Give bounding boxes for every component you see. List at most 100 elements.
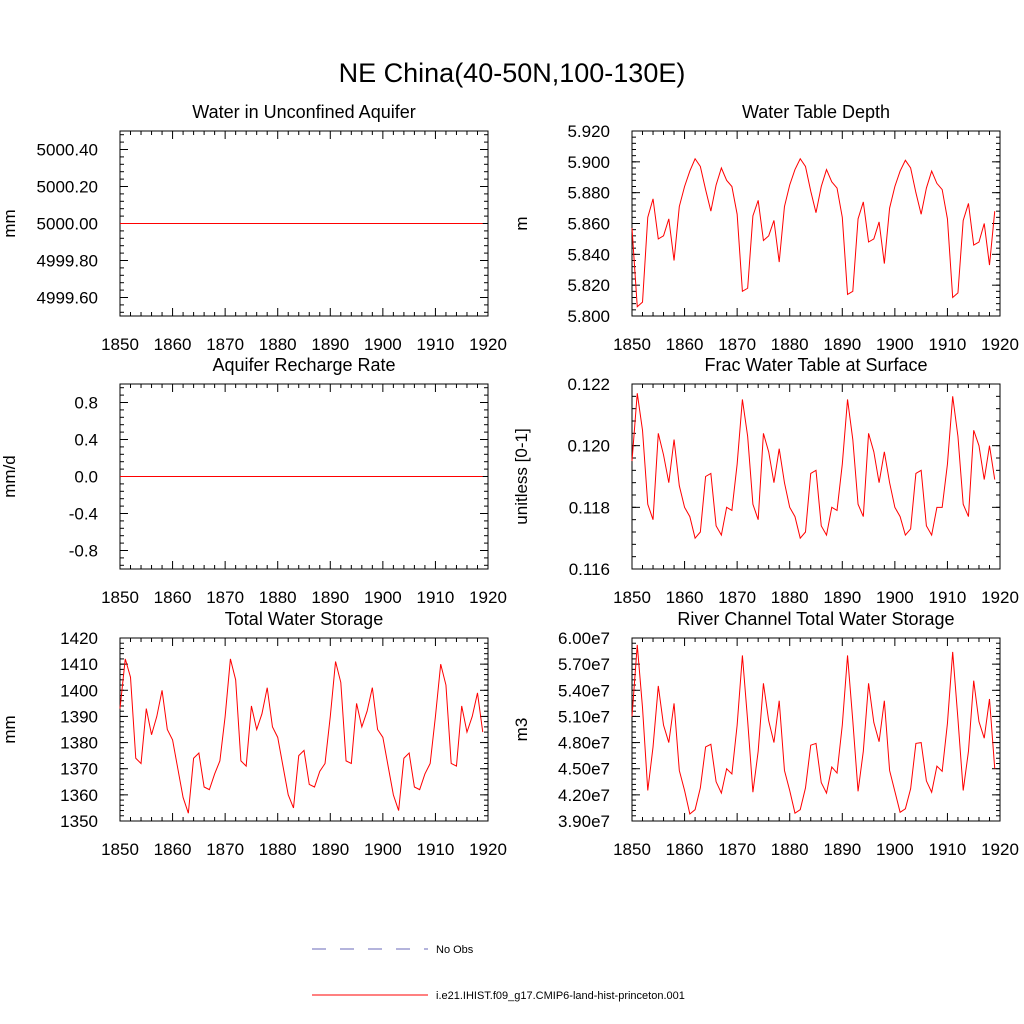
y-tick-label: 1360: [60, 786, 98, 805]
x-tick-label: 1880: [771, 840, 809, 859]
plot-frame: [631, 130, 1001, 317]
x-tick-label: 1910: [929, 840, 967, 859]
x-tick-label: 1920: [469, 335, 507, 354]
y-tick-label: 1400: [60, 681, 98, 700]
x-tick-label: 1910: [417, 840, 455, 859]
x-tick-label: 1850: [101, 335, 139, 354]
x-tick-label: 1870: [718, 588, 756, 607]
x-tick-label: 1900: [876, 840, 914, 859]
y-tick-label: 1370: [60, 760, 98, 779]
series-line: [631, 157, 996, 308]
panel-title: Total Water Storage: [225, 609, 383, 629]
y-tick-label: 5.900: [567, 153, 610, 172]
x-tick-label: 1900: [876, 335, 914, 354]
x-tick-label: 1880: [259, 588, 297, 607]
y-tick-label: 5.70e7: [558, 655, 610, 674]
y-tick-label: 0.118: [569, 498, 610, 517]
x-tick-label: 1850: [101, 840, 139, 859]
legend-label-model-run: i.e21.IHIST.f09_g17.CMIP6-land-hist-prin…: [436, 990, 685, 1002]
y-tick-label: 1380: [60, 734, 98, 753]
x-tick-label: 1920: [981, 588, 1019, 607]
y-tick-label: -0.4: [69, 505, 98, 524]
y-tick-label: 5.10e7: [558, 707, 610, 726]
y-axis-label: m: [512, 216, 531, 230]
legend: No Obs i.e21.IHIST.f09_g17.CMIP6-land-hi…: [312, 944, 685, 1002]
x-tick-label: 1870: [206, 840, 244, 859]
x-tick-label: 1880: [259, 335, 297, 354]
x-tick-label: 1890: [823, 840, 861, 859]
y-tick-label: 5.880: [567, 184, 610, 203]
x-tick-label: 1880: [771, 588, 809, 607]
y-tick-label: 5.860: [567, 215, 610, 234]
y-tick-label: 4.80e7: [558, 734, 610, 753]
series-line: [119, 658, 484, 814]
y-axis-label: unitless [0-1]: [512, 428, 531, 524]
y-tick-label: 1420: [60, 629, 98, 648]
x-tick-label: 1860: [666, 588, 704, 607]
x-tick-label: 1910: [417, 588, 455, 607]
y-tick-label: 0.116: [569, 560, 610, 579]
x-tick-label: 1860: [666, 335, 704, 354]
x-tick-label: 1870: [718, 840, 756, 859]
x-tick-label: 1900: [364, 588, 402, 607]
x-tick-label: 1850: [101, 588, 139, 607]
panel-title: River Channel Total Water Storage: [677, 609, 954, 629]
x-tick-label: 1880: [771, 335, 809, 354]
x-tick-label: 1860: [154, 588, 192, 607]
panel-title: Water Table Depth: [742, 102, 890, 122]
y-tick-label: 0.8: [74, 394, 98, 413]
panel-4: Frac Water Table at Surface 1850 1860 1870 1…: [512, 355, 1019, 607]
y-tick-label: 0.0: [74, 468, 98, 487]
plot-frame: [119, 637, 489, 822]
x-tick-label: 1880: [259, 840, 297, 859]
y-tick-label: 3.90e7: [558, 812, 610, 831]
x-tick-label: 1920: [981, 840, 1019, 859]
x-tick-label: 1890: [823, 335, 861, 354]
x-tick-label: 1890: [311, 335, 349, 354]
legend-label-no-obs: No Obs: [436, 944, 474, 956]
x-tick-label: 1850: [613, 335, 651, 354]
y-tick-label: 4999.60: [37, 289, 98, 308]
panel-6: River Channel Total Water Storage 1850 186…: [512, 609, 1019, 859]
y-axis-label: mm/d: [0, 455, 19, 498]
y-tick-label: 1390: [60, 707, 98, 726]
y-tick-label: -0.8: [69, 542, 98, 561]
y-axis-label: mm: [0, 209, 19, 237]
figure-title: NE China(40-50N,100-130E): [339, 58, 686, 88]
x-tick-label: 1920: [981, 335, 1019, 354]
panel-1: Water in Unconfined Aquifer 1850 1860 1870 1…: [0, 102, 507, 354]
x-tick-label: 1860: [154, 840, 192, 859]
panel-3: Aquifer Recharge Rate 1850 1860 1870 1880 189…: [0, 355, 507, 607]
panel-title: Frac Water Table at Surface: [704, 355, 927, 375]
x-tick-label: 1900: [364, 335, 402, 354]
x-tick-label: 1850: [613, 588, 651, 607]
y-tick-label: 6.00e7: [558, 629, 610, 648]
x-tick-label: 1900: [364, 840, 402, 859]
x-tick-label: 1910: [417, 335, 455, 354]
y-tick-label: 5000.20: [37, 178, 98, 197]
y-tick-label: 5000.00: [37, 215, 98, 234]
x-tick-label: 1890: [823, 588, 861, 607]
y-tick-label: 5000.40: [37, 141, 98, 160]
x-tick-label: 1850: [613, 840, 651, 859]
x-tick-label: 1890: [311, 588, 349, 607]
y-tick-label: 1410: [60, 655, 98, 674]
x-tick-label: 1910: [929, 588, 967, 607]
x-tick-label: 1860: [154, 335, 192, 354]
x-tick-label: 1870: [718, 335, 756, 354]
y-tick-label: 5.40e7: [558, 681, 610, 700]
x-tick-label: 1920: [469, 588, 507, 607]
y-axis-label: m3: [512, 718, 531, 742]
x-tick-label: 1870: [206, 335, 244, 354]
panel-5: Total Water Storage 1850 1860 1870 1880 1890 1…: [0, 609, 507, 859]
x-tick-label: 1900: [876, 588, 914, 607]
y-tick-label: 0.122: [567, 375, 610, 394]
panel-title: Aquifer Recharge Rate: [212, 355, 395, 375]
x-tick-label: 1890: [311, 840, 349, 859]
y-tick-label: 4999.80: [37, 252, 98, 271]
plot-frame: [631, 383, 1001, 570]
panel-title: Water in Unconfined Aquifer: [192, 102, 415, 122]
y-tick-label: 4.20e7: [558, 786, 610, 805]
y-tick-label: 0.120: [567, 437, 610, 456]
